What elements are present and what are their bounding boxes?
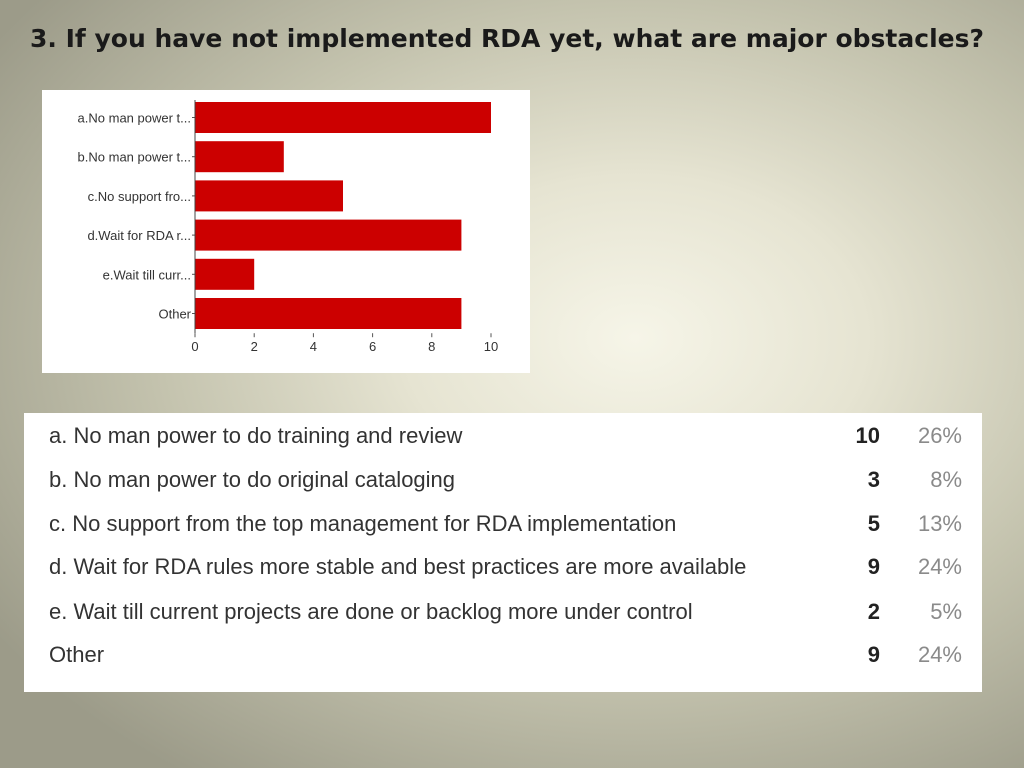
bar bbox=[195, 258, 255, 290]
category-label: c.No support fro... bbox=[88, 189, 191, 204]
x-tick-label: 2 bbox=[251, 339, 258, 354]
category-label: Other bbox=[158, 307, 191, 322]
table-row: c. No support from the top management fo… bbox=[24, 502, 982, 546]
table-row: a. No man power to do training and revie… bbox=[24, 414, 982, 458]
bar-chart: a.No man power t... b.No man power t... c.… bbox=[78, 100, 498, 354]
table-row: d. Wait for RDA rules more stable and be… bbox=[24, 545, 982, 589]
table-row: Other 9 24% bbox=[24, 633, 982, 677]
row-percent: 13% bbox=[917, 511, 962, 536]
row-label: e. Wait till current projects are done o… bbox=[49, 599, 693, 624]
bar bbox=[195, 102, 491, 133]
row-label: b. No man power to do original catalogin… bbox=[49, 467, 456, 492]
row-percent: 24% bbox=[917, 554, 962, 579]
row-percent: 5% bbox=[930, 599, 962, 624]
slide-title: 3. If you have not implemented RDA yet, … bbox=[30, 24, 984, 53]
row-label: a. No man power to do training and revie… bbox=[49, 423, 463, 448]
bar bbox=[195, 180, 343, 212]
category-label: b.No man power t... bbox=[78, 150, 191, 165]
category-label: d.Wait for RDA r... bbox=[87, 228, 191, 243]
bar bbox=[195, 219, 462, 251]
row-count: 9 bbox=[867, 554, 880, 579]
table-row: e. Wait till current projects are done o… bbox=[24, 590, 982, 634]
row-count: 2 bbox=[867, 599, 880, 624]
row-label: d. Wait for RDA rules more stable and be… bbox=[49, 554, 747, 579]
x-tick-label: 6 bbox=[369, 339, 376, 354]
x-tick-label: 10 bbox=[484, 339, 498, 354]
row-percent: 26% bbox=[917, 423, 962, 448]
bar bbox=[195, 298, 462, 329]
bar bbox=[195, 141, 284, 173]
row-count: 5 bbox=[867, 511, 880, 536]
category-label: a.No man power t... bbox=[78, 111, 191, 126]
row-count: 9 bbox=[867, 642, 880, 667]
results-table: a. No man power to do training and revie… bbox=[24, 413, 982, 692]
row-count: 3 bbox=[867, 467, 880, 492]
table-row: b. No man power to do original catalogin… bbox=[24, 458, 982, 502]
row-percent: 8% bbox=[930, 467, 962, 492]
row-percent: 24% bbox=[917, 642, 962, 667]
x-tick-label: 4 bbox=[310, 339, 317, 354]
bar-chart-panel: a.No man power t... b.No man power t... c.… bbox=[42, 90, 530, 373]
category-label: e.Wait till curr... bbox=[103, 267, 191, 282]
x-tick-label: 8 bbox=[428, 339, 435, 354]
row-count: 10 bbox=[855, 423, 880, 448]
row-label: c. No support from the top management fo… bbox=[49, 511, 677, 536]
row-label: Other bbox=[49, 642, 105, 667]
x-tick-label: 0 bbox=[191, 339, 198, 354]
